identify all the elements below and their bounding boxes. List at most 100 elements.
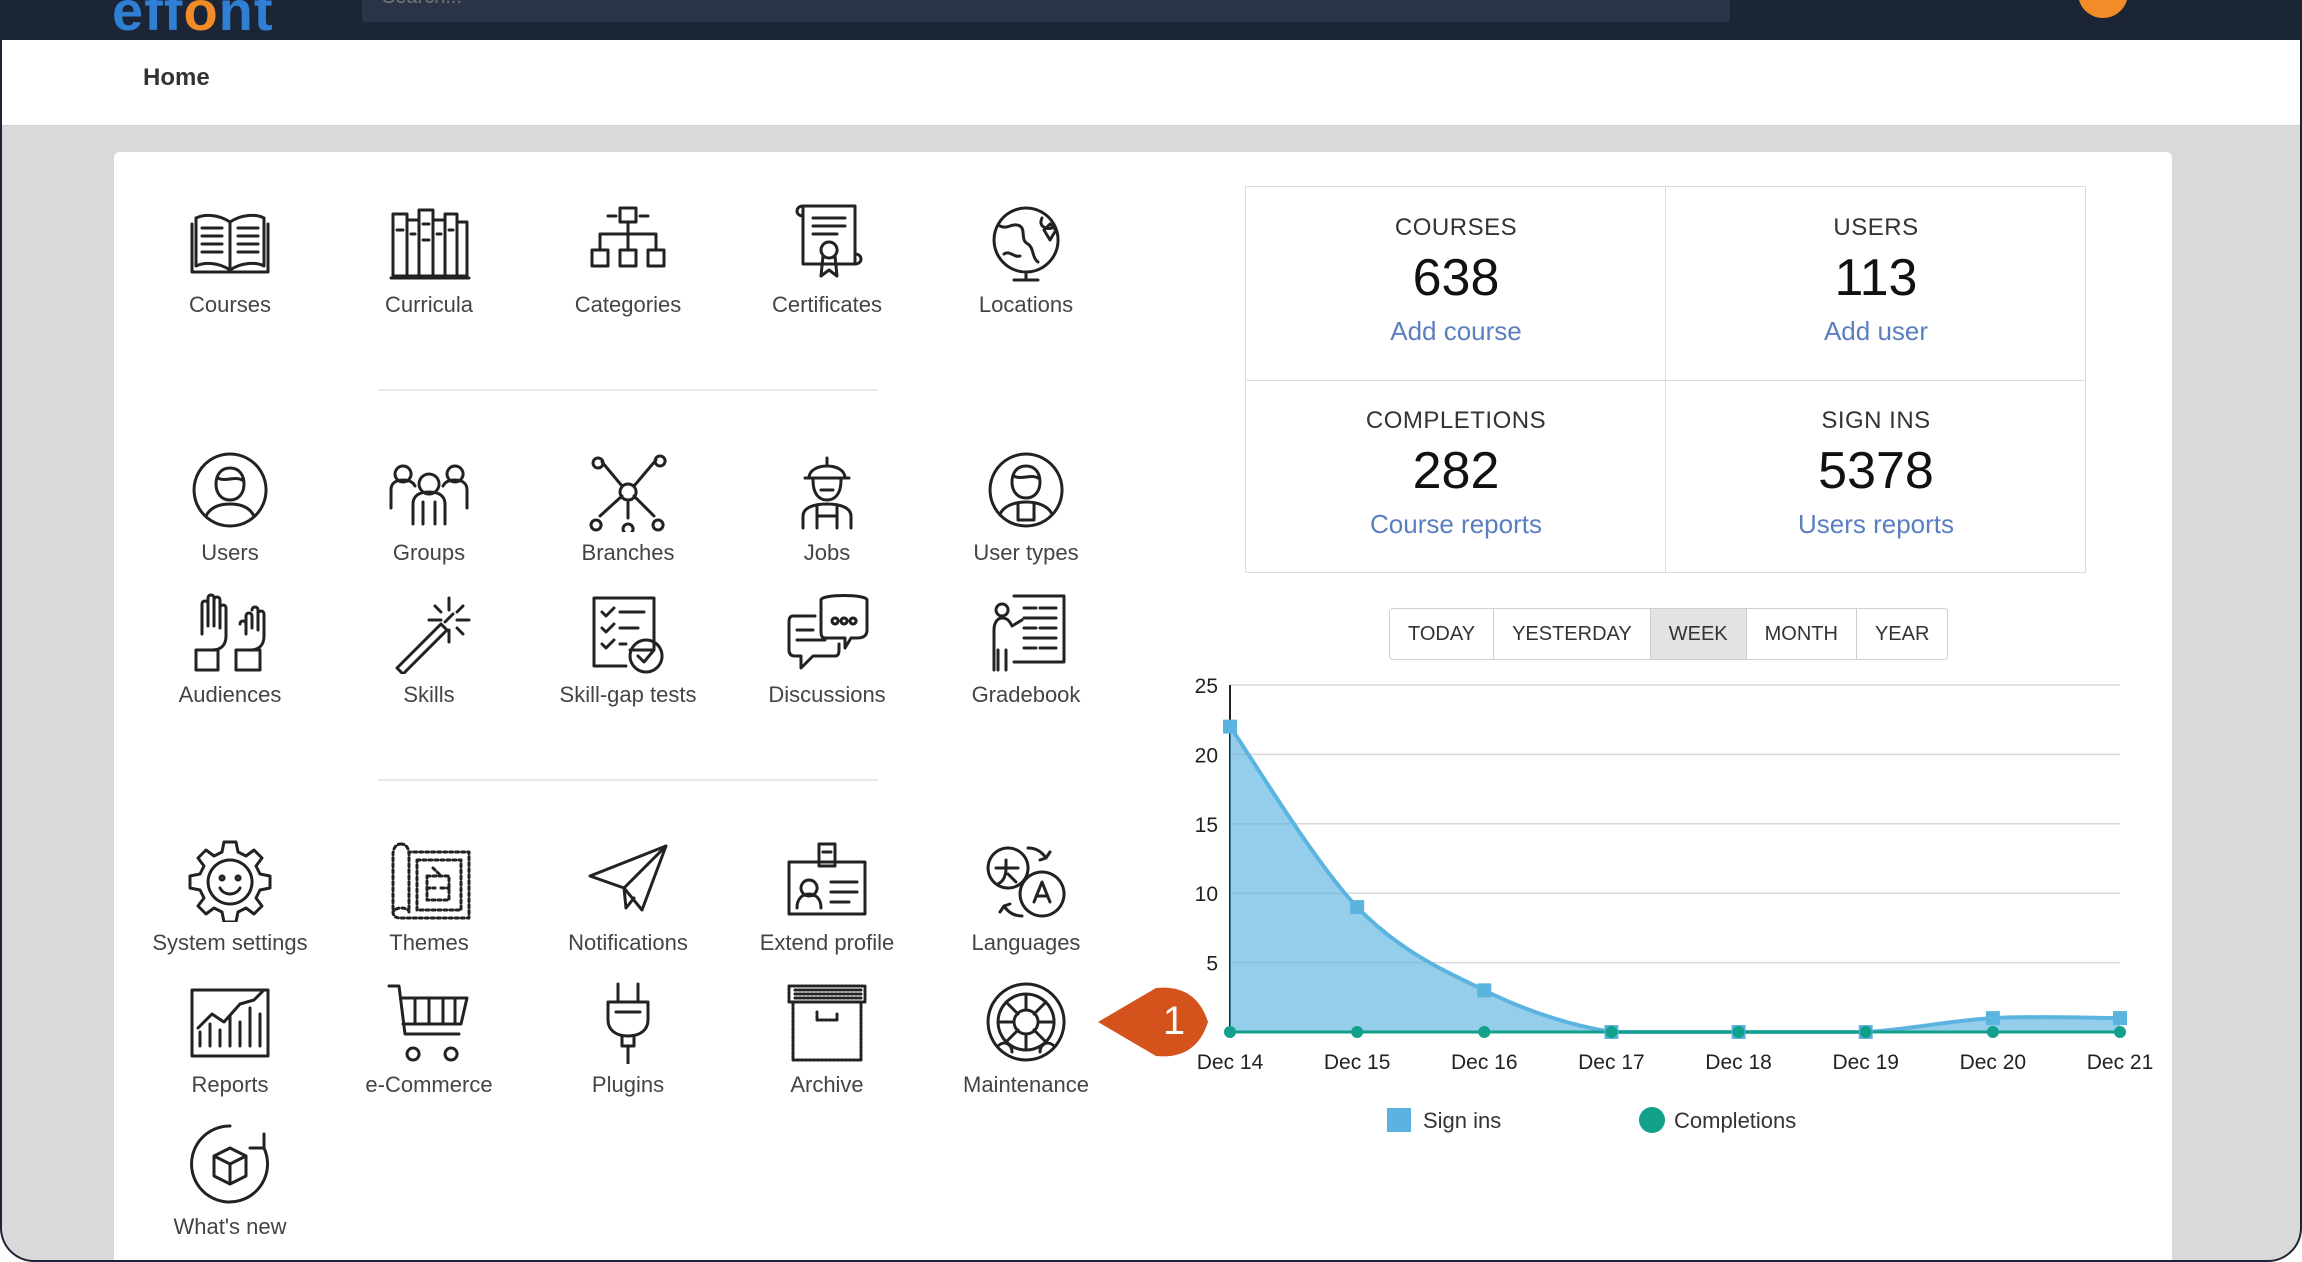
tile-label: Themes xyxy=(389,930,469,955)
y-tick-label: 5 xyxy=(1206,953,1218,976)
tile-locations[interactable]: Locations xyxy=(926,200,1126,318)
tile-label: Categories xyxy=(574,292,682,317)
activity-chart: 5 10 15 20 25 Dec 14 Dec 15 Dec 16 Dec 17 Dec 18 D… xyxy=(1195,675,2153,1133)
legend-swatch-sign-ins xyxy=(1387,1108,1411,1132)
tile-label: What's new xyxy=(173,1214,287,1239)
tile-reports[interactable]: Reports xyxy=(130,980,330,1098)
stats-grid: COURSES 638 Add course USERS 113 Add use… xyxy=(1245,186,2086,573)
stat-courses: COURSES 638 Add course xyxy=(1246,187,1666,380)
add-course-link[interactable]: Add course xyxy=(1390,316,1522,346)
step-marker: 1 xyxy=(1098,987,1208,1057)
tile-jobs[interactable]: Jobs xyxy=(727,448,927,566)
logo-prefix: eff xyxy=(112,0,184,42)
stat-completions: COMPLETIONS 282 Course reports xyxy=(1246,380,1666,573)
completions-point xyxy=(1478,1026,1491,1038)
tile-skills[interactable]: Skills xyxy=(329,590,529,708)
tile-user-types[interactable]: User types xyxy=(926,448,1126,566)
period-month-button[interactable]: MONTH xyxy=(1746,609,1857,659)
x-tick-label: Dec 19 xyxy=(1832,1051,1899,1074)
tile-label: System settings xyxy=(152,930,308,955)
x-tick-label: Dec 18 xyxy=(1705,1051,1772,1074)
add-user-link[interactable]: Add user xyxy=(1823,316,1929,346)
completions-point xyxy=(1351,1026,1364,1038)
tile-groups[interactable]: Groups xyxy=(329,448,529,566)
tile-e-commerce[interactable]: e-Commerce xyxy=(329,980,529,1098)
completions-point xyxy=(1859,1026,1872,1038)
logo-o: o xyxy=(183,0,219,42)
period-yesterday-button[interactable]: YESTERDAY xyxy=(1494,609,1651,659)
tile-curricula[interactable]: Curricula xyxy=(329,200,529,318)
tile-certificates[interactable]: Certificates xyxy=(727,200,927,318)
tile-users[interactable]: Users xyxy=(130,448,330,566)
stats-divider xyxy=(1665,187,1666,572)
user-badge-icon xyxy=(988,452,1064,528)
sign-ins-area xyxy=(1230,726,2120,1032)
tile-gradebook[interactable]: Gradebook xyxy=(926,590,1126,708)
raised-hands-icon xyxy=(194,593,266,672)
stat-label: SIGN INS xyxy=(1821,407,1931,434)
sign-ins-point xyxy=(1477,983,1492,998)
stat-label: COURSES xyxy=(1394,214,1518,241)
tile-plugins[interactable]: Plugins xyxy=(528,980,728,1098)
stats-divider xyxy=(1246,380,2085,381)
course-reports-link[interactable]: Course reports xyxy=(1370,509,1542,539)
translate-icon xyxy=(986,846,1066,918)
stat-users: USERS 113 Add user xyxy=(1666,187,2086,380)
tile-themes[interactable]: Themes xyxy=(329,838,529,956)
avatar[interactable] xyxy=(2078,0,2128,18)
hierarchy-boxes-icon xyxy=(590,206,666,268)
search-input[interactable] xyxy=(382,0,682,9)
tile-maintenance[interactable]: Maintenance xyxy=(926,980,1126,1098)
completions-point xyxy=(1605,1026,1618,1038)
tile-courses[interactable]: Courses xyxy=(130,200,330,318)
tile-audiences[interactable]: Audiences xyxy=(130,590,330,708)
x-tick-label: Dec 15 xyxy=(1324,1051,1391,1074)
period-year-button[interactable]: YEAR xyxy=(1856,609,1948,659)
stat-label: COMPLETIONS xyxy=(1365,407,1547,434)
blueprint-icon xyxy=(391,842,471,920)
group-divider xyxy=(378,389,878,391)
tile-label: Notifications xyxy=(568,930,688,955)
tile-what-s-new[interactable]: What's new xyxy=(130,1122,330,1240)
y-tick-label: 10 xyxy=(1195,883,1218,906)
stat-value: 638 xyxy=(1412,249,1500,307)
tile-label: Locations xyxy=(978,292,1074,317)
tile-extend-profile[interactable]: Extend profile xyxy=(727,838,927,956)
group-divider xyxy=(378,779,878,781)
tile-branches[interactable]: Branches xyxy=(528,448,728,566)
users-reports-link[interactable]: Users reports xyxy=(1797,509,1955,539)
top-bar: effont xyxy=(2,0,2300,43)
tile-label: Maintenance xyxy=(963,1072,1089,1097)
stat-value: 113 xyxy=(1834,249,1918,307)
certificate-scroll-icon xyxy=(795,204,863,278)
top-user-menu[interactable] xyxy=(1770,0,1910,8)
period-selector: TODAY YESTERDAY WEEK MONTH YEAR xyxy=(1389,608,1949,660)
tile-notifications[interactable]: Notifications xyxy=(528,838,728,956)
tile-label: Groups xyxy=(392,540,466,565)
tile-categories[interactable]: Categories xyxy=(528,200,728,318)
globe-pin-icon xyxy=(992,206,1060,282)
step-marker-shape xyxy=(1098,987,1208,1057)
tile-languages[interactable]: Languages xyxy=(926,838,1126,956)
worker-helmet-icon xyxy=(801,456,853,530)
tile-label: Plugins xyxy=(591,1072,665,1097)
y-tick-label: 15 xyxy=(1195,814,1218,837)
network-nodes-icon xyxy=(589,454,667,532)
efront-logo[interactable]: effont xyxy=(112,0,274,43)
sign-ins-point xyxy=(1350,900,1365,915)
tile-label: User types xyxy=(973,540,1079,565)
x-tick-label: Dec 20 xyxy=(1960,1051,2027,1074)
tile-system-settings[interactable]: System settings xyxy=(130,838,330,956)
search-box[interactable] xyxy=(362,0,1730,22)
stat-value: 282 xyxy=(1412,442,1500,500)
page-title[interactable]: Home xyxy=(143,64,210,91)
period-today-button[interactable]: TODAY xyxy=(1390,609,1495,659)
tile-discussions[interactable]: Discussions xyxy=(727,590,927,708)
tile-skill-gap-tests[interactable]: Skill-gap tests xyxy=(528,590,728,708)
tile-label: Reports xyxy=(191,1072,269,1097)
completions-point xyxy=(1732,1026,1745,1038)
tile-archive[interactable]: Archive xyxy=(727,980,927,1098)
period-week-button[interactable]: WEEK xyxy=(1650,609,1747,659)
maintenance-wheel-icon xyxy=(986,982,1066,1062)
